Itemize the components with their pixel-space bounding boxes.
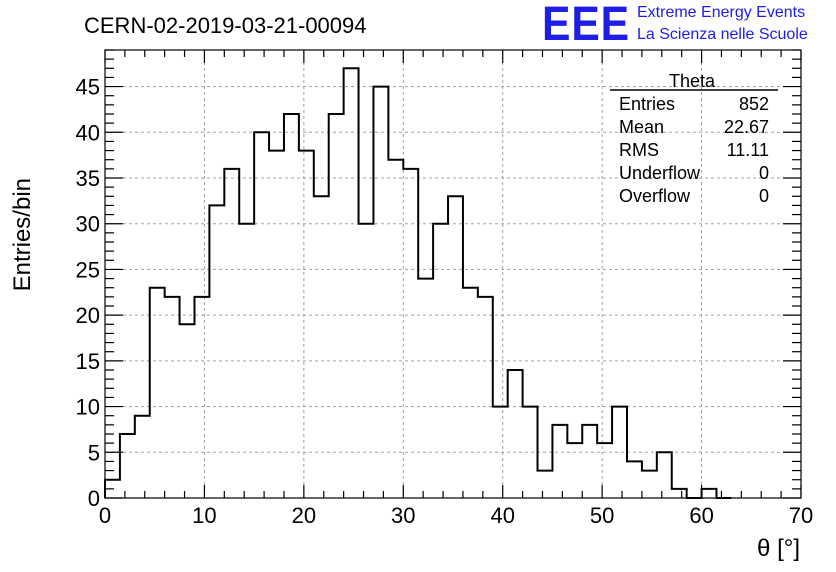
histogram-bin [269, 151, 284, 498]
histogram-bin [224, 169, 239, 498]
y-tick-label: 0 [88, 486, 100, 511]
eee-logo: EEE Extreme Energy Events La Scienza nel… [542, 0, 808, 51]
histogram-bin [254, 132, 269, 498]
histogram-bin [418, 279, 433, 498]
histogram-bin [120, 434, 135, 498]
y-axis-title: Entries/bin [9, 178, 36, 291]
histogram-bin [373, 87, 388, 498]
histogram-bin [180, 324, 195, 498]
stats-row-value: 852 [739, 94, 769, 114]
histogram-bin [433, 224, 448, 498]
stats-box: Theta Entries 852 Mean 22.67 RMS 11.11 Underfl… [610, 71, 778, 206]
y-tick-label: 10 [76, 395, 100, 420]
plot-title: CERN-02-2019-03-21-00094 [84, 13, 367, 38]
x-tick-label: 70 [789, 503, 813, 528]
histogram-bin [344, 68, 359, 498]
x-tick-label: 60 [689, 503, 713, 528]
histogram-bin [657, 452, 672, 498]
histogram-bin [538, 471, 553, 498]
histogram-bin [672, 489, 687, 498]
stats-rows: Entries 852 Mean 22.67 RMS 11.11 Underflow 0 Ove… [619, 94, 769, 206]
histogram-bin [642, 471, 657, 498]
x-axis-title: θ [°] [757, 535, 800, 562]
histogram-bin [552, 425, 567, 498]
stats-row-value: 22.67 [724, 117, 769, 137]
stats-title: Theta [669, 71, 716, 91]
y-tick-label: 20 [76, 303, 100, 328]
histogram-bin [493, 407, 508, 498]
y-tick-label: 35 [76, 166, 100, 191]
stats-row-label: Underflow [619, 163, 701, 183]
histogram-bin [627, 461, 642, 498]
stats-row-label: RMS [619, 140, 659, 160]
histogram-bin [478, 297, 493, 498]
y-tick-label: 5 [88, 440, 100, 465]
histogram-bin [299, 151, 314, 498]
stats-row-value: 11.11 [727, 140, 769, 160]
histogram-outline [104, 67, 732, 499]
histogram-bin [388, 160, 403, 498]
stats-row-label: Mean [619, 117, 664, 137]
axis-ticks [104, 49, 802, 499]
histogram-bin [165, 297, 180, 498]
logo-line-2: La Scienza nelle Scuole [637, 26, 808, 43]
stats-row-label: Entries [619, 94, 675, 114]
y-tick-label: 40 [76, 120, 100, 145]
y-tick-label: 30 [76, 212, 100, 237]
histogram-bin [597, 443, 612, 498]
histogram-bin [612, 407, 627, 498]
logo-line-1: Extreme Energy Events [637, 4, 805, 21]
histogram-bin [359, 224, 374, 498]
plot-frame [104, 49, 802, 499]
histogram-bin [702, 489, 717, 498]
histogram-bin [582, 425, 597, 498]
x-tick-label: 40 [490, 503, 514, 528]
histogram-bin [329, 114, 344, 498]
y-tick-label: 15 [76, 349, 100, 374]
x-tick-label: 10 [192, 503, 216, 528]
y-tick-labels: 0 5 10 15 20 25 30 35 40 45 [76, 75, 100, 511]
logo-mark: EEE [542, 0, 630, 51]
stats-row-value: 0 [759, 163, 769, 183]
x-tick-label: 30 [391, 503, 415, 528]
histogram-bin [567, 443, 582, 498]
x-tick-labels: 0 10 20 30 40 50 60 70 [99, 503, 813, 528]
histogram-bin [239, 224, 254, 498]
x-tick-label: 0 [99, 503, 111, 528]
histogram-bin [150, 288, 165, 498]
histogram-bin [403, 169, 418, 498]
histogram-bin [523, 407, 538, 498]
histogram-bin [194, 297, 209, 498]
histogram-bin [463, 288, 478, 498]
histogram-bin [284, 114, 299, 498]
y-tick-label: 45 [76, 75, 100, 100]
stats-row-value: 0 [759, 186, 769, 206]
x-tick-label: 20 [292, 503, 316, 528]
histogram-bin [448, 196, 463, 498]
grid-lines [105, 50, 801, 498]
y-tick-label: 25 [76, 257, 100, 282]
histogram-bin [209, 205, 224, 498]
histogram-bin [135, 416, 150, 498]
histogram-bin [314, 196, 329, 498]
stats-row-label: Overflow [619, 186, 691, 206]
histogram-bin [508, 370, 523, 498]
x-tick-label: 50 [590, 503, 614, 528]
